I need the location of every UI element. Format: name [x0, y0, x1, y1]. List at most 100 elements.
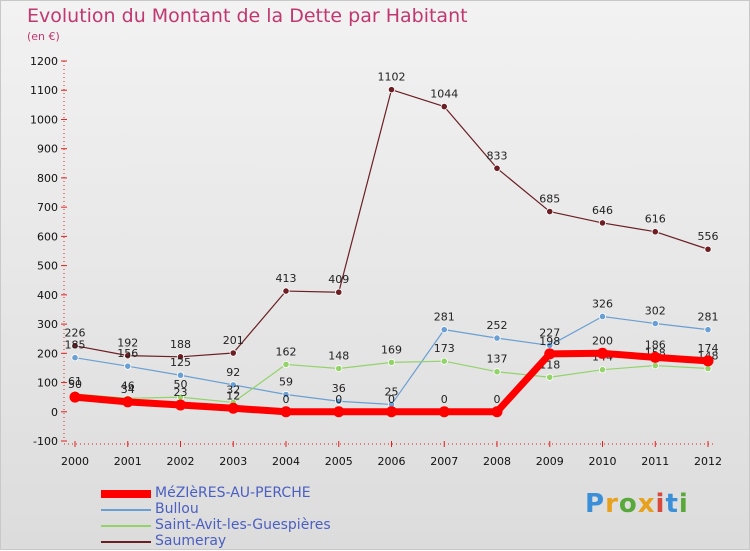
- data-label-bullou: 281: [698, 311, 719, 324]
- x-tick-label: 2008: [483, 455, 511, 468]
- data-label-saumeray: 1044: [430, 88, 458, 101]
- logo-letter: o: [618, 489, 638, 519]
- y-tick-label: 900: [37, 143, 58, 156]
- x-tick-label: 2001: [114, 455, 142, 468]
- data-point-m-zi-res-au-perche: [69, 391, 81, 403]
- data-label-saumeray: 685: [539, 193, 560, 206]
- y-tick-label: 200: [37, 347, 58, 360]
- data-point-bullou: [229, 381, 237, 389]
- logo-letter: r: [605, 489, 619, 519]
- data-label-m-zi-res-au-perche: 198: [539, 335, 560, 348]
- data-label-m-zi-res-au-perche: 23: [174, 386, 188, 399]
- y-tick-label: 600: [37, 230, 58, 243]
- data-point-saint-avit-les-guespi-res: [546, 373, 554, 381]
- data-point-bullou: [598, 312, 607, 321]
- data-label-m-zi-res-au-perche: 0: [335, 393, 342, 406]
- data-label-m-zi-res-au-perche: 0: [283, 393, 290, 406]
- data-label-saumeray: 1102: [378, 71, 406, 84]
- data-label-m-zi-res-au-perche: 0: [494, 393, 501, 406]
- data-point-m-zi-res-au-perche: [122, 396, 134, 408]
- data-label-m-zi-res-au-perche: 0: [388, 393, 395, 406]
- data-label-saumeray: 616: [645, 213, 666, 226]
- data-point-saint-avit-les-guespi-res: [598, 366, 607, 374]
- data-label-saumeray: 833: [487, 149, 508, 162]
- data-label-saumeray: 646: [592, 204, 613, 217]
- legend-label: Bullou: [155, 501, 199, 517]
- y-tick-label: 400: [37, 289, 58, 302]
- data-point-bullou: [124, 362, 132, 370]
- legend-swatch: [101, 509, 151, 511]
- data-point-m-zi-res-au-perche: [175, 399, 186, 411]
- data-point-saint-avit-les-guespi-res: [282, 360, 290, 369]
- x-tick-label: 2012: [694, 455, 722, 468]
- chart-subtitle: (en €): [27, 30, 60, 43]
- data-label-bullou: 25: [385, 385, 399, 398]
- data-label-bullou: 92: [226, 366, 240, 379]
- data-label-bullou: 156: [117, 347, 138, 360]
- x-tick-label: 2010: [589, 455, 617, 468]
- legend-swatch: [101, 541, 151, 543]
- data-point-saumeray: [704, 245, 712, 253]
- data-point-bullou: [335, 397, 343, 405]
- y-tick-label: 0: [51, 406, 58, 419]
- data-label-m-zi-res-au-perche: 186: [645, 338, 666, 351]
- x-tick-label: 2000: [61, 455, 89, 468]
- data-label-bullou: 252: [487, 319, 508, 332]
- x-tick-label: 2011: [641, 455, 669, 468]
- x-tick-label: 2009: [536, 455, 564, 468]
- data-point-saumeray: [229, 349, 237, 357]
- data-label-saint-avit-les-guespi-res: 169: [381, 343, 402, 356]
- data-label-m-zi-res-au-perche: 0: [441, 393, 448, 406]
- logo-letter: P: [585, 489, 606, 519]
- data-point-m-zi-res-au-perche: [597, 347, 608, 359]
- data-label-saumeray: 409: [328, 273, 349, 286]
- data-point-saumeray: [387, 86, 396, 94]
- data-label-m-zi-res-au-perche: 50: [68, 378, 82, 391]
- data-point-saint-avit-les-guespi-res: [651, 361, 659, 370]
- y-tick-label: 500: [37, 260, 58, 273]
- data-point-m-zi-res-au-perche: [491, 406, 503, 418]
- data-point-m-zi-res-au-perche: [333, 406, 345, 418]
- data-point-saumeray: [546, 207, 554, 216]
- data-point-bullou: [651, 319, 659, 328]
- data-point-m-zi-res-au-perche: [280, 406, 292, 418]
- data-point-bullou: [176, 371, 185, 379]
- data-point-saumeray: [440, 103, 448, 111]
- data-point-m-zi-res-au-perche: [227, 402, 239, 414]
- data-point-m-zi-res-au-perche: [702, 355, 714, 367]
- x-tick-label: 2006: [378, 455, 406, 468]
- legend-label: Saint-Avit-les-Guespières: [155, 517, 331, 533]
- data-label-saint-avit-les-guespi-res: 173: [434, 342, 455, 355]
- logo-letter: t: [665, 489, 679, 519]
- data-label-saint-avit-les-guespi-res: 162: [276, 345, 297, 358]
- data-point-saumeray: [71, 342, 79, 350]
- data-label-saumeray: 413: [276, 272, 297, 285]
- data-label-saint-avit-les-guespi-res: 46: [121, 379, 135, 392]
- data-label-bullou: 185: [65, 339, 86, 352]
- data-label-bullou: 59: [279, 376, 293, 389]
- data-point-bullou: [704, 326, 712, 334]
- data-point-saumeray: [335, 288, 343, 296]
- data-point-saint-avit-les-guespi-res: [440, 357, 448, 365]
- legend-label: MéZIèRES-AU-PERCHE: [155, 485, 311, 501]
- y-tick-label: 1100: [30, 84, 58, 97]
- legend-label: Saumeray: [155, 533, 227, 549]
- x-tick-label: 2007: [430, 455, 458, 468]
- data-point-saint-avit-les-guespi-res: [335, 364, 343, 373]
- data-label-saumeray: 192: [117, 337, 138, 350]
- logo-letter: i: [678, 489, 689, 519]
- data-label-bullou: 36: [332, 382, 346, 395]
- data-label-saumeray: 226: [65, 327, 86, 340]
- data-label-m-zi-res-au-perche: 12: [226, 389, 240, 402]
- y-tick-label: 100: [37, 377, 58, 390]
- x-tick-label: 2004: [272, 455, 300, 468]
- proxiti-logo: Proxiti: [585, 489, 689, 519]
- data-label-saumeray: 201: [223, 334, 244, 347]
- data-point-bullou: [71, 354, 79, 362]
- data-label-saumeray: 188: [170, 338, 191, 351]
- data-point-bullou: [282, 390, 290, 399]
- data-label-saumeray: 556: [698, 230, 719, 243]
- data-label-bullou: 302: [645, 304, 666, 317]
